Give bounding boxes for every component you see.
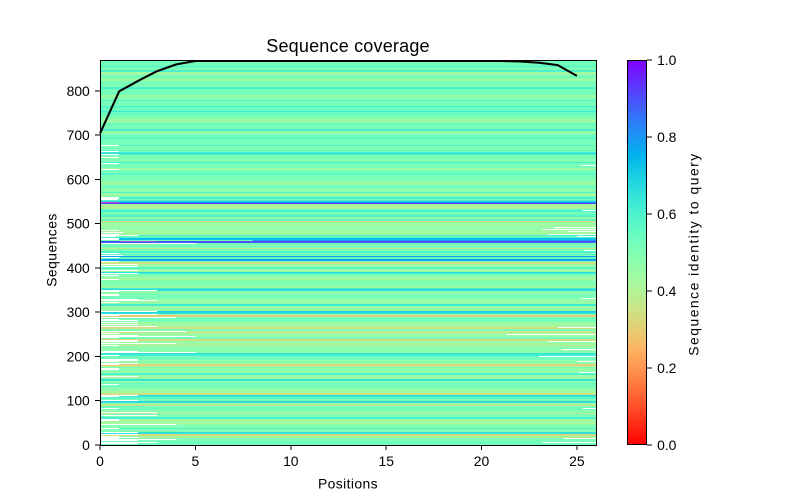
svg-text:25: 25 <box>569 453 585 469</box>
svg-text:5: 5 <box>192 453 200 469</box>
svg-text:Sequence identity to query: Sequence identity to query <box>686 152 702 355</box>
svg-text:0.0: 0.0 <box>657 437 677 453</box>
svg-text:300: 300 <box>67 304 90 320</box>
svg-text:100: 100 <box>67 393 90 409</box>
svg-text:0: 0 <box>96 453 104 469</box>
svg-text:0.4: 0.4 <box>657 283 677 299</box>
svg-text:0: 0 <box>82 437 90 453</box>
svg-text:600: 600 <box>67 171 90 187</box>
svg-text:800: 800 <box>67 83 90 99</box>
svg-text:0.2: 0.2 <box>657 360 677 376</box>
svg-text:Sequences: Sequences <box>44 213 60 287</box>
svg-text:400: 400 <box>67 260 90 276</box>
svg-text:15: 15 <box>378 453 394 469</box>
svg-text:200: 200 <box>67 348 90 364</box>
svg-text:0.8: 0.8 <box>657 129 677 145</box>
svg-text:1.0: 1.0 <box>657 52 677 68</box>
svg-text:700: 700 <box>67 127 90 143</box>
svg-text:Positions: Positions <box>318 476 378 492</box>
svg-text:20: 20 <box>474 453 490 469</box>
svg-text:0.6: 0.6 <box>657 206 677 222</box>
svg-text:500: 500 <box>67 216 90 232</box>
svg-text:10: 10 <box>283 453 299 469</box>
svg-text:Sequence coverage: Sequence coverage <box>266 36 430 56</box>
